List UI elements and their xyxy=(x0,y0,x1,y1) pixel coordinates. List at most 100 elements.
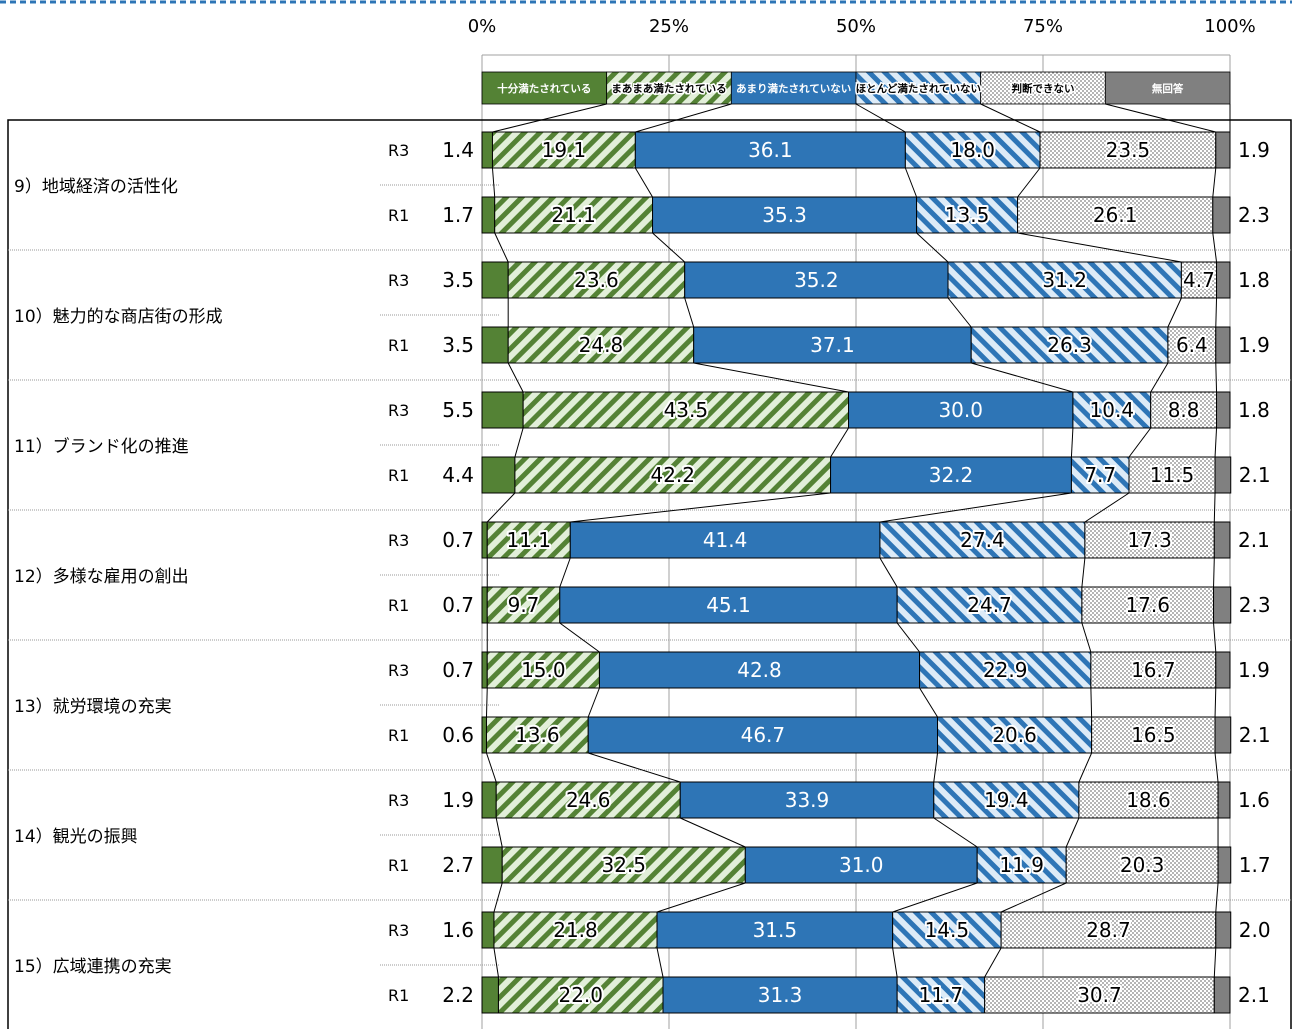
connector-line xyxy=(1213,557,1215,588)
data-label: 17.6 xyxy=(1125,593,1170,617)
group-label: 13）就労環境の充実 xyxy=(14,697,172,717)
data-label: 2.7 xyxy=(442,853,474,877)
year-label: R1 xyxy=(388,466,409,485)
bar-segment xyxy=(1128,456,1216,494)
bar-segment xyxy=(830,456,1072,494)
data-label: 30.0 xyxy=(938,398,983,422)
connector-line xyxy=(830,427,849,458)
connector-line xyxy=(486,752,497,783)
year-label: R3 xyxy=(388,921,409,940)
data-label: 24.7 xyxy=(967,593,1012,617)
bar-segment xyxy=(486,521,571,559)
legend-label: まあまあ満たされている xyxy=(611,82,726,95)
connector-line xyxy=(1214,687,1217,718)
connector-line xyxy=(1090,687,1093,718)
groups-frame xyxy=(7,119,1292,1029)
data-label: 19.4 xyxy=(984,788,1029,812)
data-label: 1.9 xyxy=(1238,333,1270,357)
year-label: R3 xyxy=(388,661,409,680)
bar-segment xyxy=(495,781,681,819)
legend-swatch xyxy=(730,71,857,105)
bar-segment xyxy=(486,586,561,624)
connector-line xyxy=(892,882,978,913)
data-label: 19.1 xyxy=(542,138,587,162)
connector-line xyxy=(879,557,898,588)
connector-line xyxy=(559,622,600,653)
data-label: 1.8 xyxy=(1238,398,1270,422)
bar-segment xyxy=(481,911,495,949)
data-label: 1.7 xyxy=(1239,853,1271,877)
data-label: 4.4 xyxy=(442,463,474,487)
connector-line xyxy=(492,103,607,133)
bar-segment xyxy=(497,976,664,1014)
data-label: 24.8 xyxy=(579,333,624,357)
connector-line xyxy=(587,687,600,718)
data-label: 2.0 xyxy=(1239,918,1271,942)
data-label: 41.4 xyxy=(703,528,748,552)
year-label: R1 xyxy=(388,596,409,615)
bar-segment xyxy=(507,326,695,364)
connector-line xyxy=(904,167,918,198)
data-label: 31.0 xyxy=(839,853,884,877)
bar-segment xyxy=(481,261,509,299)
connector-line xyxy=(634,167,653,198)
connector-line xyxy=(1017,232,1182,263)
bar-segment xyxy=(481,781,497,819)
data-label: 18.0 xyxy=(950,138,995,162)
data-label: 10.4 xyxy=(1090,398,1135,422)
connector-line xyxy=(493,882,503,913)
bar-segment xyxy=(522,391,850,429)
data-label: 13.6 xyxy=(515,723,560,747)
data-label: 27.4 xyxy=(960,528,1005,552)
group-label: 9）地域経済の活性化 xyxy=(14,177,178,197)
data-label: 30.7 xyxy=(1077,983,1122,1007)
bar-segment xyxy=(1215,651,1231,689)
bar-segment xyxy=(1217,781,1231,819)
data-label: 9.7 xyxy=(508,593,540,617)
bar-segment xyxy=(937,716,1093,754)
data-label: 4.7 xyxy=(1183,268,1215,292)
bar-segment xyxy=(947,261,1182,299)
bar-segment xyxy=(970,326,1169,364)
data-label: 0.7 xyxy=(442,528,474,552)
bar-segment xyxy=(491,131,636,169)
bar-segment xyxy=(493,911,658,949)
bar-segment xyxy=(933,781,1080,819)
data-label: 0.7 xyxy=(442,593,474,617)
bar-segment xyxy=(679,781,935,819)
legend-swatch xyxy=(855,71,982,105)
bar-segment xyxy=(1000,911,1217,949)
data-label: 31.3 xyxy=(758,983,803,1007)
connector-line xyxy=(879,492,1072,523)
data-label: 24.6 xyxy=(566,788,611,812)
connector-line xyxy=(1214,752,1219,783)
connector-line xyxy=(919,687,938,718)
data-label: 2.1 xyxy=(1238,528,1270,552)
legend-label: 判断できない xyxy=(1012,82,1075,95)
connector-line xyxy=(588,752,681,783)
year-label: R3 xyxy=(388,141,409,160)
data-label: 33.9 xyxy=(785,788,830,812)
bar-segment xyxy=(904,131,1041,169)
data-label: 1.4 xyxy=(442,138,474,162)
bar-segment xyxy=(1216,261,1231,299)
data-label: 8.8 xyxy=(1168,398,1200,422)
bar-segment xyxy=(481,521,488,559)
connector-line xyxy=(486,492,516,523)
data-label: 2.3 xyxy=(1238,203,1270,227)
connector-line xyxy=(491,167,496,198)
connector-line xyxy=(1167,297,1182,328)
year-label: R1 xyxy=(388,726,409,745)
data-label: 42.8 xyxy=(737,658,782,682)
bar-segment xyxy=(481,846,503,884)
bar-segment xyxy=(481,196,496,234)
data-label: 0.7 xyxy=(442,658,474,682)
bar-segment xyxy=(916,196,1019,234)
data-label: 35.2 xyxy=(794,268,839,292)
bar-segment xyxy=(481,651,488,689)
bar-segment xyxy=(481,976,499,1014)
bar-segment xyxy=(1065,846,1219,884)
connector-line xyxy=(1215,297,1218,328)
data-label: 20.3 xyxy=(1120,853,1165,877)
